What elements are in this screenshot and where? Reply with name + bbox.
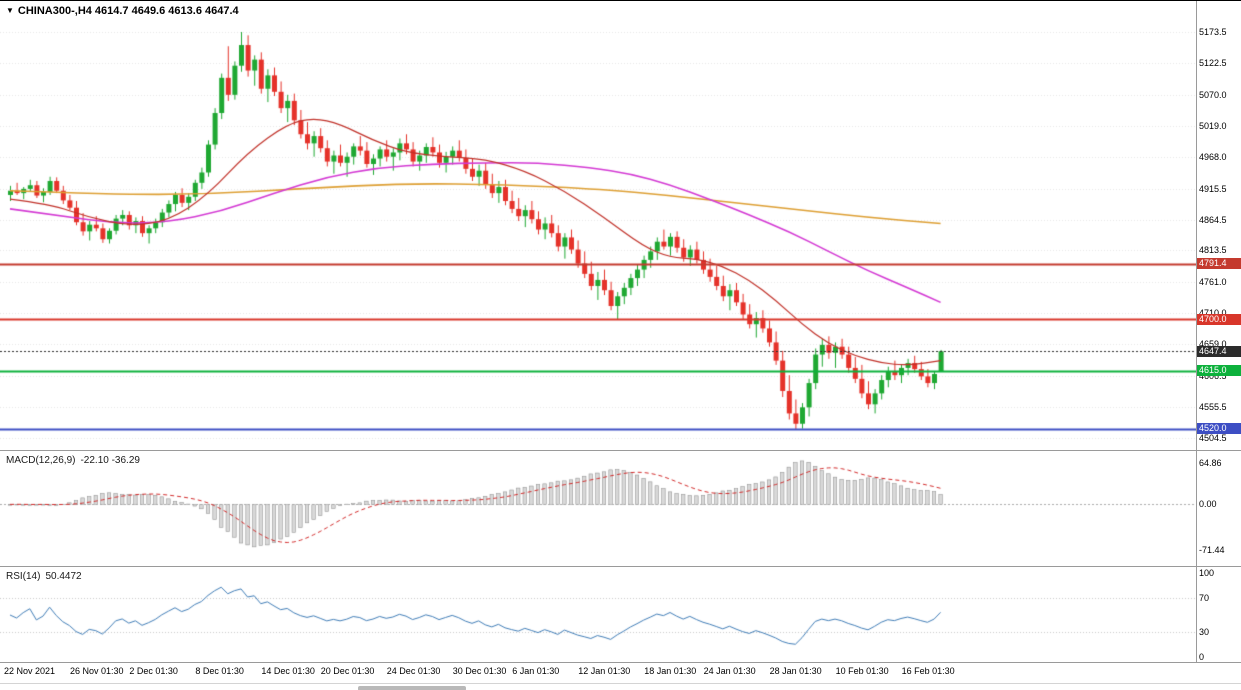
price-line-badge: 4520.0 (1197, 423, 1241, 435)
price-axis-tick: 4710.0 (1199, 308, 1227, 318)
symbol-dropdown-icon[interactable]: ▼ (6, 6, 14, 15)
price-line-badge: 4647.4 (1197, 345, 1241, 357)
time-label: 24 Dec 01:30 (386, 666, 441, 676)
macd-indicator-label: MACD(12,26,9) (6, 455, 76, 466)
price-axis-tick: 4504.5 (1199, 433, 1227, 443)
price-line-badge: 4791.4 (1197, 258, 1241, 270)
rsi-axis-tick: 30 (1199, 626, 1210, 637)
time-label: 16 Feb 01:30 (901, 666, 955, 676)
rsi-indicator-value: 50.4472 (45, 571, 82, 582)
ohlc-values: 4614.7 4649.6 4613.6 4647.4 (94, 5, 239, 17)
price-line-badge: 4615.0 (1197, 365, 1241, 377)
price-axis-tick: 5173.5 (1199, 27, 1227, 37)
price-axis-tick: 5070.0 (1199, 89, 1227, 100)
time-label: 6 Jan 01:30 (512, 666, 560, 676)
time-label: 14 Dec 01:30 (261, 666, 315, 676)
scrollbar-thumb[interactable] (358, 686, 466, 690)
price-axis-tick: 5122.5 (1199, 57, 1227, 68)
panel-separator (0, 450, 1241, 451)
macd-panel-canvas[interactable] (0, 451, 1196, 566)
time-label: 20 Dec 01:30 (320, 666, 375, 676)
rsi-axis-tick: 70 (1199, 593, 1210, 604)
macd-axis-tick: 0.00 (1199, 499, 1217, 510)
macd-indicator-values: -22.10 -36.29 (80, 455, 140, 466)
time-label: 26 Nov 01:30 (70, 666, 124, 676)
price-chart-canvas[interactable] (0, 1, 1196, 450)
price-axis-tick: 4555.5 (1199, 402, 1227, 413)
macd-axis[interactable]: 64.86 0.00 -71.44 (1197, 451, 1241, 566)
panel-separator (0, 566, 1241, 567)
rsi-indicator-header: RSI(14) 50.4472 (6, 571, 82, 582)
time-axis[interactable]: 22 Nov 2021 26 Nov 01:30 2 Dec 01:30 8 Dec … (0, 664, 1241, 682)
time-label: 28 Jan 01:30 (769, 666, 822, 676)
price-axis[interactable]: 5173.5 5122.5 5070.0 5019.0 4968.0 4915.5 4864… (1197, 1, 1241, 450)
price-axis-tick: 4813.5 (1199, 245, 1227, 256)
price-line-badge: 4700.0 (1197, 313, 1241, 325)
macd-axis-tick: 64.86 (1199, 458, 1222, 468)
chart-header: ▼ CHINA300-,H4 4614.7 4649.6 4613.6 4647.4 (6, 5, 242, 17)
time-label: 2 Dec 01:30 (129, 666, 178, 676)
time-label: 22 Nov 2021 (4, 666, 56, 676)
price-axis-tick: 4968.0 (1199, 151, 1227, 162)
macd-axis-tick: -71.44 (1199, 545, 1225, 555)
time-label: 24 Jan 01:30 (703, 666, 756, 676)
time-label: 12 Jan 01:30 (578, 666, 631, 676)
time-label: 30 Dec 01:30 (452, 666, 507, 676)
macd-indicator-header: MACD(12,26,9) -22.10 -36.29 (6, 455, 140, 466)
horizontal-scrollbar[interactable] (0, 683, 1241, 690)
rsi-axis[interactable]: 100 70 30 0 (1197, 567, 1241, 662)
rsi-axis-tick: 0 (1199, 652, 1205, 662)
price-axis-tick: 4864.5 (1199, 214, 1227, 225)
symbol-title: CHINA300-,H4 (17, 5, 92, 17)
price-axis-tick: 4761.0 (1199, 277, 1227, 288)
rsi-indicator-label: RSI(14) (6, 571, 41, 582)
price-axis-tick: 5019.0 (1199, 120, 1227, 131)
rsi-axis-tick: 100 (1199, 568, 1215, 578)
price-axis-tick: 4659.0 (1199, 339, 1227, 350)
time-label: 10 Feb 01:30 (835, 666, 889, 676)
rsi-panel-canvas[interactable] (0, 567, 1196, 661)
axis-separator-line (1196, 1, 1197, 662)
time-label: 8 Dec 01:30 (195, 666, 244, 676)
price-axis-tick: 4915.5 (1199, 183, 1227, 194)
panel-separator (0, 662, 1241, 663)
time-label: 18 Jan 01:30 (644, 666, 697, 676)
